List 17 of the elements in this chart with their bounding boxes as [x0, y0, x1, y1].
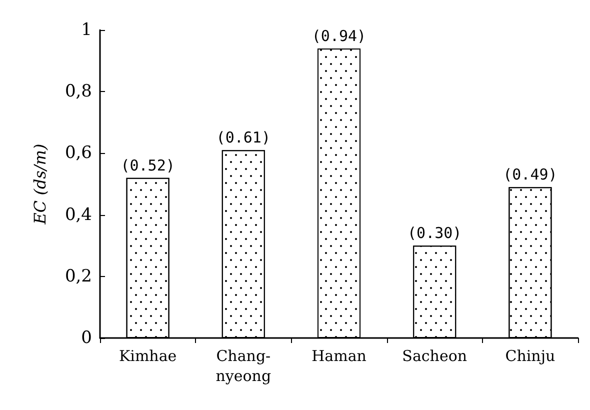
x-tick-label: Chang- nyeong — [216, 347, 272, 385]
y-tick-label: 0,8 — [64, 82, 92, 102]
data-label: (0.61) — [216, 128, 270, 147]
data-label: (0.94) — [312, 26, 366, 45]
data-label: (0.52) — [120, 156, 175, 174]
y-tick-label: 0,6 — [64, 143, 92, 164]
data-label: (0.49) — [503, 166, 558, 184]
y-tick-label: 0,2 — [64, 266, 92, 286]
x-tick-label: Sacheon — [402, 347, 468, 365]
x-tick-label: Haman — [312, 347, 367, 365]
y-axis-title: EC (ds/m) — [30, 144, 50, 226]
x-tick-label: Chinju — [505, 347, 556, 365]
y-tick-label: 0 — [81, 328, 92, 348]
data-label: (0.30) — [408, 224, 462, 242]
x-tick-label: Kimhae — [118, 347, 177, 365]
y-tick-label: 0,4 — [64, 204, 92, 225]
y-tick-label: 1 — [81, 20, 92, 40]
